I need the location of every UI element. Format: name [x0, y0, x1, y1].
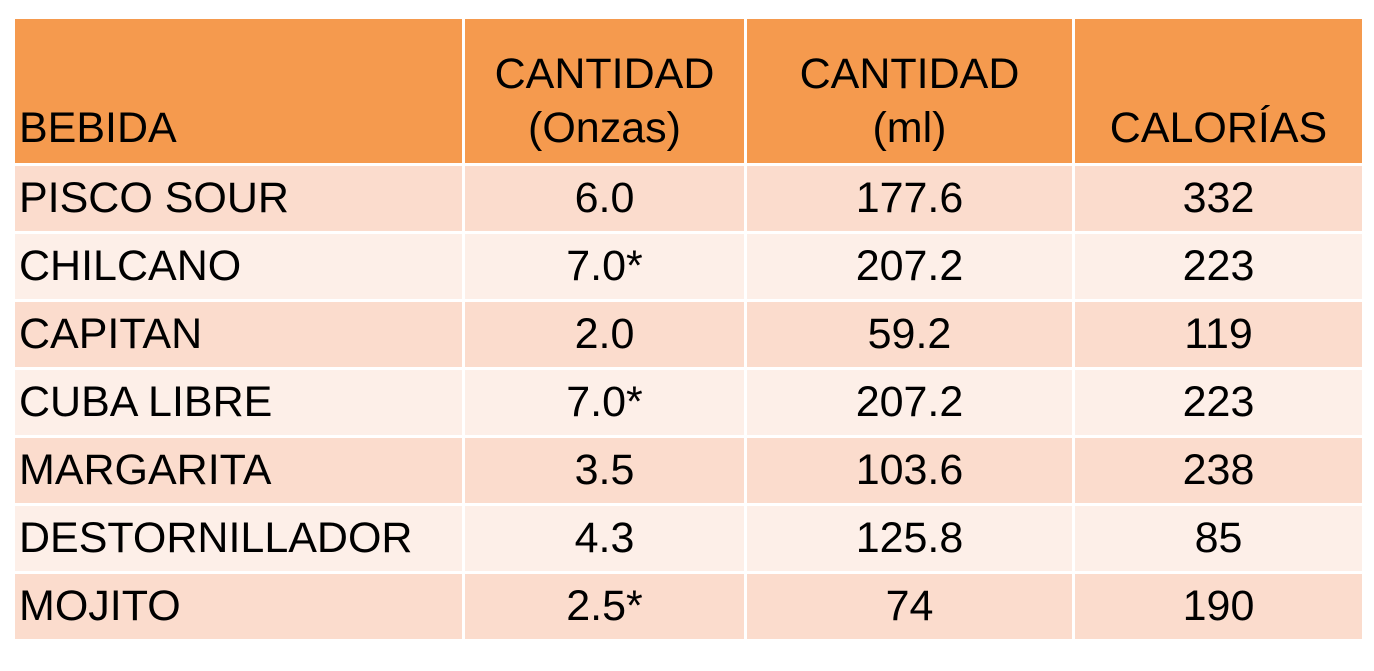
cell-calorias: 223	[1072, 231, 1365, 302]
cell-ml: 74	[744, 571, 1075, 642]
cell-bebida: CHILCANO	[12, 231, 465, 302]
drinks-calories-table: BEBIDA CANTIDAD (Onzas) CANTIDAD (ml) CA…	[12, 16, 1365, 642]
header-cantidad-onzas: CANTIDAD (Onzas)	[462, 16, 747, 166]
cell-onzas: 2.5*	[462, 571, 747, 642]
header-calorias: CALORÍAS	[1072, 16, 1365, 166]
table-body: PISCO SOUR 6.0 177.6 332 CHILCANO 7.0* 2…	[12, 163, 1365, 642]
cell-calorias: 85	[1072, 503, 1365, 574]
table-row: MOJITO 2.5* 74 190	[12, 571, 1365, 642]
cell-bebida: PISCO SOUR	[12, 163, 465, 234]
cell-calorias: 119	[1072, 299, 1365, 370]
table-row: CHILCANO 7.0* 207.2 223	[12, 231, 1365, 302]
cell-bebida: MARGARITA	[12, 435, 465, 506]
cell-onzas: 2.0	[462, 299, 747, 370]
header-row: BEBIDA CANTIDAD (Onzas) CANTIDAD (ml) CA…	[12, 16, 1365, 166]
cell-onzas: 7.0*	[462, 231, 747, 302]
cell-calorias: 190	[1072, 571, 1365, 642]
table-row: CAPITAN 2.0 59.2 119	[12, 299, 1365, 370]
table-row: PISCO SOUR 6.0 177.6 332	[12, 163, 1365, 234]
cell-bebida: MOJITO	[12, 571, 465, 642]
header-cantidad-onzas-line1: CANTIDAD	[494, 50, 715, 98]
cell-ml: 207.2	[744, 231, 1075, 302]
cell-onzas: 3.5	[462, 435, 747, 506]
cell-onzas: 7.0*	[462, 367, 747, 438]
cell-ml: 177.6	[744, 163, 1075, 234]
header-bebida: BEBIDA	[12, 16, 465, 166]
cell-bebida: CUBA LIBRE	[12, 367, 465, 438]
cell-onzas: 6.0	[462, 163, 747, 234]
cell-bebida: DESTORNILLADOR	[12, 503, 465, 574]
cell-bebida: CAPITAN	[12, 299, 465, 370]
table-row: MARGARITA 3.5 103.6 238	[12, 435, 1365, 506]
cell-ml: 103.6	[744, 435, 1075, 506]
table-row: CUBA LIBRE 7.0* 207.2 223	[12, 367, 1365, 438]
header-cantidad-ml-line1: CANTIDAD	[799, 50, 1020, 98]
table-row: DESTORNILLADOR 4.3 125.8 85	[12, 503, 1365, 574]
cell-ml: 125.8	[744, 503, 1075, 574]
drinks-table-container: BEBIDA CANTIDAD (Onzas) CANTIDAD (ml) CA…	[12, 16, 1365, 642]
cell-calorias: 223	[1072, 367, 1365, 438]
header-cantidad-ml-line2: (ml)	[872, 104, 947, 152]
header-cantidad-ml: CANTIDAD (ml)	[744, 16, 1075, 166]
cell-ml: 59.2	[744, 299, 1075, 370]
header-cantidad-onzas-line2: (Onzas)	[528, 104, 681, 152]
table-header: BEBIDA CANTIDAD (Onzas) CANTIDAD (ml) CA…	[12, 16, 1365, 166]
cell-onzas: 4.3	[462, 503, 747, 574]
cell-ml: 207.2	[744, 367, 1075, 438]
cell-calorias: 238	[1072, 435, 1365, 506]
cell-calorias: 332	[1072, 163, 1365, 234]
